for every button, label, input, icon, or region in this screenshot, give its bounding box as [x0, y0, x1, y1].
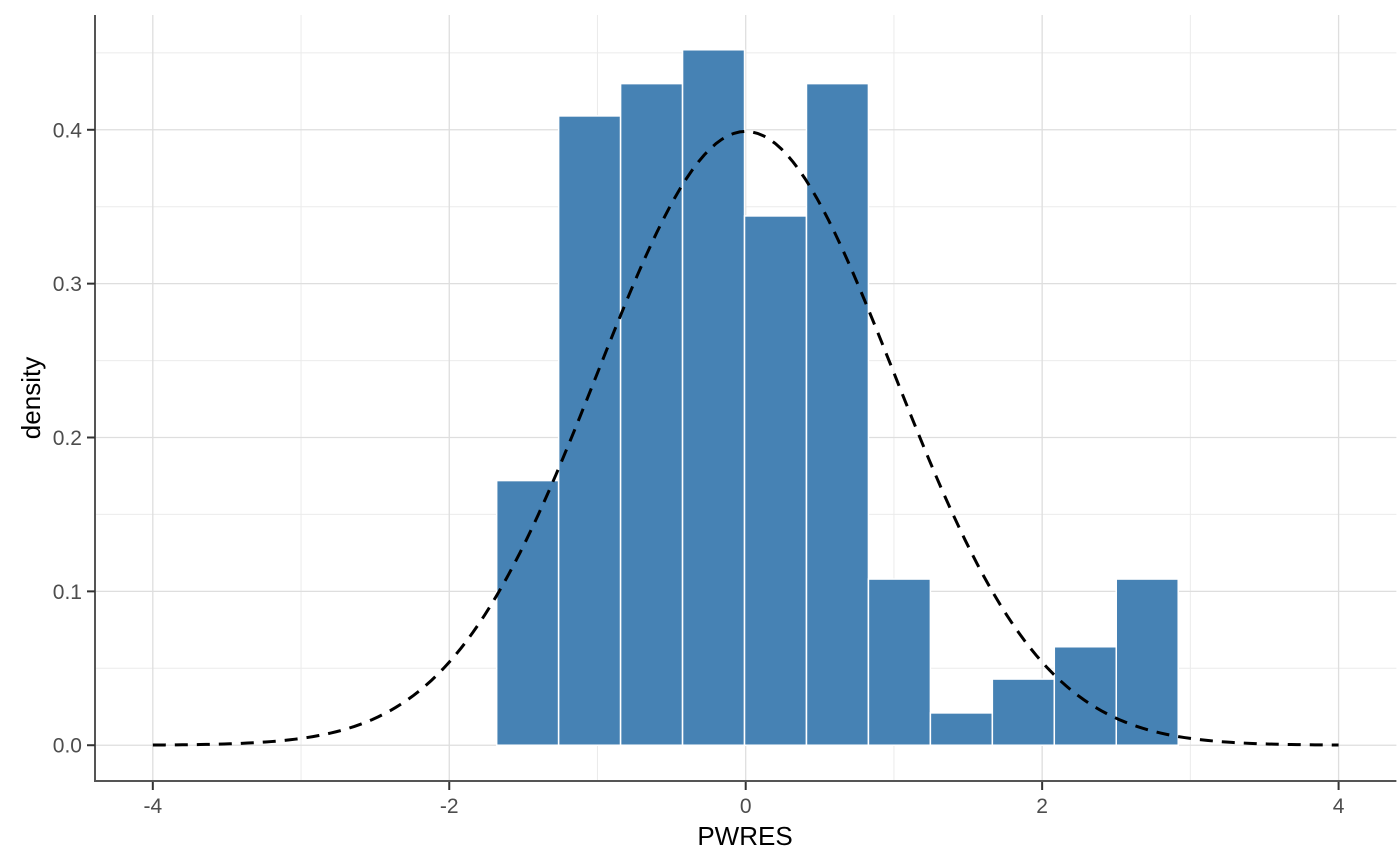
histogram-bar: [619, 82, 684, 746]
y-tick-label: 0.1: [53, 581, 82, 604]
histogram-bar: [1053, 646, 1118, 746]
histogram-bar: [743, 215, 808, 746]
x-tick-label: 0: [740, 795, 752, 818]
normal-curve-layer: [152, 129, 1339, 747]
x-tick-label: 2: [1036, 795, 1048, 818]
histogram-bar: [929, 712, 994, 746]
x-tick-label: -4: [143, 795, 162, 818]
histogram-bar: [991, 678, 1056, 746]
x-tick-label: 4: [1333, 795, 1345, 818]
y-tick-label: 0.4: [53, 119, 83, 142]
histogram-bar: [805, 82, 870, 746]
y-tick-label: 0.2: [53, 427, 82, 450]
x-axis-title: PWRES: [697, 821, 792, 851]
axes: [94, 15, 1397, 782]
histogram-bar: [557, 115, 622, 746]
tick-marks: [87, 128, 1340, 790]
tick-labels: -4 -2 0 2 4 0.0 0.1 0.2 0.3 0.4: [53, 119, 1345, 818]
normal-density-curve: [152, 129, 1339, 747]
y-tick-label: 0.3: [53, 273, 82, 296]
y-axis-title: density: [16, 357, 46, 439]
y-tick-label: 0.0: [53, 735, 82, 758]
histogram-bar: [495, 479, 560, 746]
x-tick-label: -2: [440, 795, 459, 818]
histogram-bar: [1115, 578, 1179, 746]
histogram-bar: [681, 49, 746, 746]
histogram-bars: [495, 49, 1179, 746]
histogram-bar: [867, 578, 932, 746]
